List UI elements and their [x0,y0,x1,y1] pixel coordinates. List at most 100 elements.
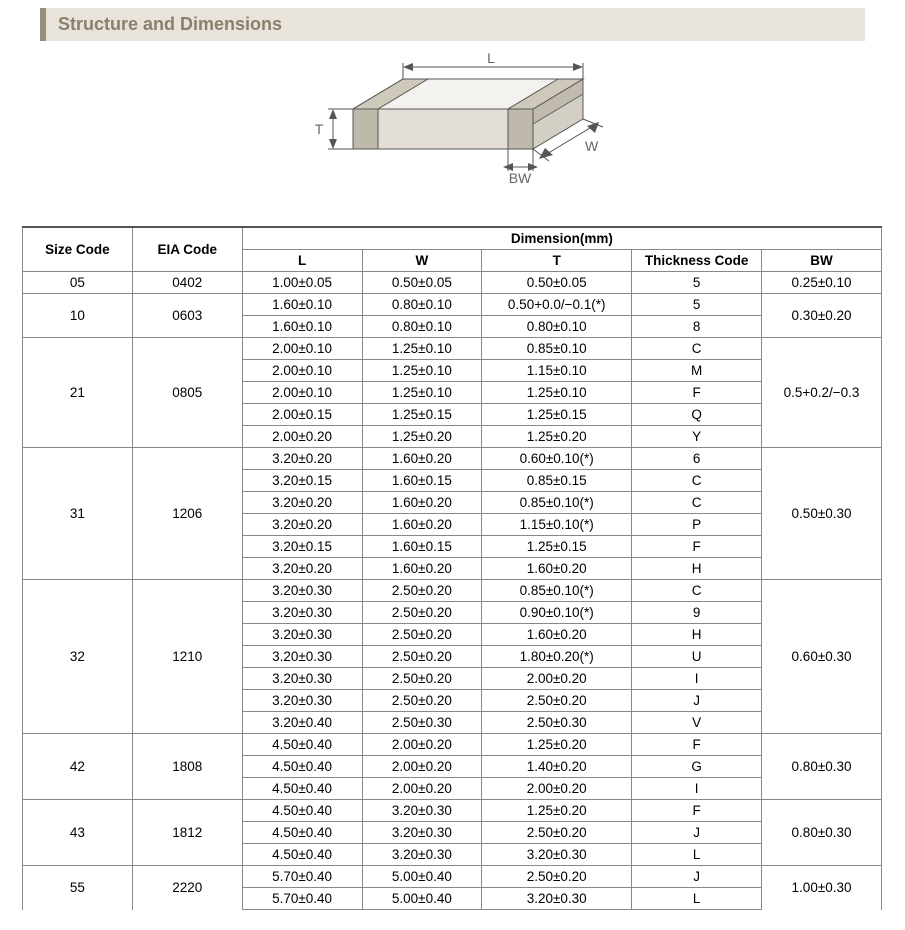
cell-T: 1.25±0.15 [482,404,632,426]
cell-L: 3.20±0.30 [242,668,362,690]
cell-W: 2.50±0.20 [362,624,482,646]
cell-L: 2.00±0.20 [242,426,362,448]
cell-Tc: F [632,734,762,756]
cell-W: 3.20±0.30 [362,800,482,822]
cell-W: 0.80±0.10 [362,316,482,338]
cell-T: 1.25±0.15 [482,536,632,558]
th-size: Size Code [23,227,133,272]
cell-T: 0.85±0.10(*) [482,492,632,514]
cell-eia-code: 2220 [132,866,242,910]
cell-L: 3.20±0.30 [242,624,362,646]
cell-W: 1.60±0.20 [362,448,482,470]
chip-diagram-svg: L T W BW [273,49,633,209]
cell-T: 1.40±0.20 [482,756,632,778]
cell-T: 0.85±0.10(*) [482,580,632,602]
cell-W: 0.50±0.05 [362,272,482,294]
cell-Tc: H [632,624,762,646]
cell-T: 1.60±0.20 [482,558,632,580]
diagram-label-BW: BW [508,170,531,186]
cell-T: 0.80±0.10 [482,316,632,338]
cell-W: 2.50±0.20 [362,690,482,712]
cell-L: 4.50±0.40 [242,756,362,778]
cell-bw: 0.80±0.30 [762,734,882,800]
cell-Tc: J [632,690,762,712]
cell-bw: 1.00±0.30 [762,866,882,910]
section-title: Structure and Dimensions [58,14,853,35]
cell-W: 0.80±0.10 [362,294,482,316]
cell-L: 4.50±0.40 [242,778,362,800]
cell-Tc: F [632,800,762,822]
cell-T: 0.85±0.10 [482,338,632,360]
cell-L: 3.20±0.40 [242,712,362,734]
cell-Tc: C [632,338,762,360]
cell-L: 3.20±0.15 [242,470,362,492]
cell-bw: 0.80±0.30 [762,800,882,866]
cell-L: 2.00±0.10 [242,338,362,360]
cell-L: 2.00±0.10 [242,382,362,404]
cell-size-code: 21 [23,338,133,448]
cell-L: 3.20±0.20 [242,558,362,580]
cell-size-code: 42 [23,734,133,800]
cell-Tc: J [632,822,762,844]
cell-W: 2.50±0.20 [362,602,482,624]
cell-eia-code: 0603 [132,294,242,338]
cell-Tc: C [632,492,762,514]
cell-W: 1.25±0.10 [362,338,482,360]
cell-Tc: I [632,778,762,800]
cell-L: 4.50±0.40 [242,734,362,756]
cell-eia-code: 1808 [132,734,242,800]
th-dimension-group: Dimension(mm) [242,227,881,250]
cell-Tc: U [632,646,762,668]
cell-L: 1.60±0.10 [242,316,362,338]
cell-W: 1.60±0.15 [362,470,482,492]
cell-eia-code: 0805 [132,338,242,448]
cell-L: 3.20±0.30 [242,690,362,712]
cell-Tc: Y [632,426,762,448]
cell-W: 1.60±0.20 [362,514,482,536]
cell-Tc: F [632,536,762,558]
th-T: T [482,250,632,272]
cell-W: 1.60±0.15 [362,536,482,558]
cell-Tc: I [632,668,762,690]
th-W: W [362,250,482,272]
cell-T: 1.80±0.20(*) [482,646,632,668]
th-BW: BW [762,250,882,272]
cell-W: 1.60±0.20 [362,492,482,514]
cell-T: 1.60±0.20 [482,624,632,646]
cell-T: 1.25±0.20 [482,426,632,448]
cell-L: 4.50±0.40 [242,844,362,866]
cell-W: 3.20±0.30 [362,844,482,866]
cell-L: 3.20±0.30 [242,646,362,668]
cell-L: 3.20±0.30 [242,580,362,602]
section-title-bar: Structure and Dimensions [40,8,865,41]
cell-Tc: Q [632,404,762,426]
cell-T: 2.00±0.20 [482,668,632,690]
cell-L: 2.00±0.10 [242,360,362,382]
th-L: L [242,250,362,272]
cell-Tc: 9 [632,602,762,624]
cell-T: 0.50+0.0/−0.1(*) [482,294,632,316]
diagram-label-T: T [314,121,323,137]
cell-Tc: J [632,866,762,888]
th-eia: EIA Code [132,227,242,272]
cell-L: 4.50±0.40 [242,800,362,822]
cell-T: 2.50±0.20 [482,690,632,712]
cell-eia-code: 1206 [132,448,242,580]
cell-T: 0.85±0.15 [482,470,632,492]
cell-W: 3.20±0.30 [362,822,482,844]
cell-T: 1.15±0.10(*) [482,514,632,536]
cell-Tc: L [632,844,762,866]
cell-T: 0.50±0.05 [482,272,632,294]
cell-L: 3.20±0.15 [242,536,362,558]
cell-W: 2.50±0.20 [362,646,482,668]
cell-bw: 0.30±0.20 [762,294,882,338]
cell-L: 3.20±0.30 [242,602,362,624]
cell-eia-code: 1812 [132,800,242,866]
cell-Tc: 5 [632,294,762,316]
cell-eia-code: 1210 [132,580,242,734]
cell-size-code: 55 [23,866,133,910]
cell-W: 1.25±0.20 [362,426,482,448]
cell-Tc: H [632,558,762,580]
cell-L: 3.20±0.20 [242,514,362,536]
cell-L: 5.70±0.40 [242,866,362,888]
